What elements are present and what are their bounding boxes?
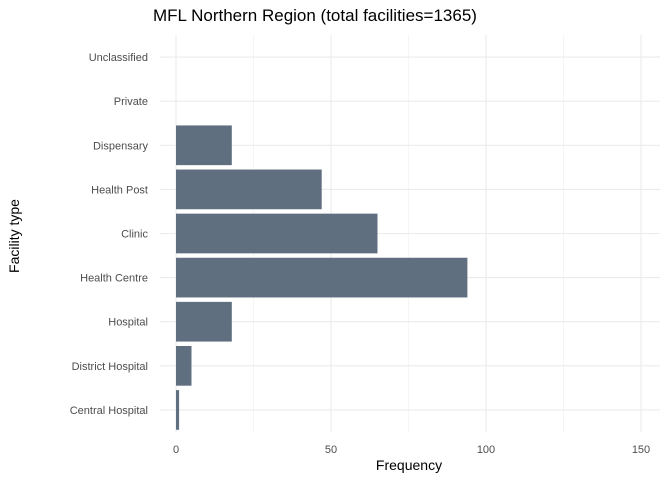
bar (176, 301, 232, 342)
x-tick-label: 150 (632, 444, 650, 456)
bar (176, 125, 232, 166)
y-tick-label: Private (114, 96, 148, 108)
bar (176, 345, 192, 386)
y-tick-label: Unclassified (89, 52, 148, 64)
bars (176, 125, 468, 430)
x-axis-title: Frequency (376, 457, 442, 473)
y-tick-label: Central Hospital (70, 405, 148, 417)
x-tick-label: 50 (325, 444, 337, 456)
x-tick-label: 100 (477, 444, 495, 456)
x-axis-tick-labels: 0 50 100 150 (173, 444, 650, 456)
bar (176, 213, 378, 254)
y-tick-label: Clinic (121, 229, 148, 241)
y-tick-label: District Hospital (72, 361, 148, 373)
y-axis-title: Facility type (6, 199, 22, 273)
y-axis-tick-labels: Central Hospital District Hospital Hospita… (70, 52, 149, 417)
chart-title: MFL Northern Region (total facilities=13… (153, 6, 477, 25)
y-tick-label: Dispensary (93, 140, 149, 152)
y-tick-label: Hospital (108, 317, 148, 329)
bar (176, 390, 180, 430)
bar (176, 169, 322, 210)
bar (176, 257, 468, 298)
x-tick-label: 0 (173, 444, 179, 456)
y-tick-label: Health Centre (80, 273, 148, 285)
y-tick-label: Health Post (91, 184, 148, 196)
